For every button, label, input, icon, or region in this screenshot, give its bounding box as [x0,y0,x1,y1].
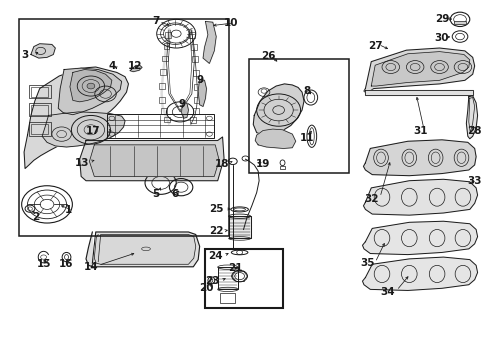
Text: 15: 15 [36,259,51,269]
Polygon shape [70,69,112,102]
Text: 8: 8 [303,86,310,96]
Bar [217,267,238,289]
Polygon shape [58,68,122,115]
Text: 28: 28 [467,126,481,135]
Text: 21: 21 [228,263,243,273]
Polygon shape [80,137,224,181]
Polygon shape [94,234,195,264]
Text: 4: 4 [108,61,115,71]
Polygon shape [181,103,188,118]
Bar [192,108,198,114]
Text: 34: 34 [379,287,394,297]
Bar [191,44,197,50]
Text: 30: 30 [434,33,448,43]
Text: 1: 1 [64,206,71,216]
Text: 33: 33 [467,176,481,186]
Bar [161,108,166,114]
Text: 5: 5 [152,189,159,199]
Polygon shape [198,80,206,107]
Polygon shape [42,112,125,147]
Text: 23: 23 [205,276,220,286]
Bar [189,32,195,38]
Bar [19,19,228,235]
Bar [194,97,200,103]
Bar [164,117,170,122]
Bar [29,85,51,98]
Bar [29,122,51,136]
Text: 9: 9 [178,99,185,109]
Text: 16: 16 [59,259,74,269]
Text: 14: 14 [83,262,98,272]
Bar [159,83,164,89]
Text: 3: 3 [21,50,29,60]
Polygon shape [86,232,199,267]
Polygon shape [363,179,477,215]
Text: 24: 24 [207,251,222,261]
Text: 20: 20 [199,283,213,293]
Bar [29,103,51,116]
Bar [279,166,285,169]
Text: 29: 29 [434,14,448,24]
Bar [194,84,200,90]
Polygon shape [365,90,472,95]
Polygon shape [255,129,295,148]
Text: 12: 12 [127,61,142,71]
Bar [163,43,169,49]
Polygon shape [363,48,474,93]
Bar [220,293,234,303]
Text: 7: 7 [152,17,159,27]
Bar [249,59,348,173]
Polygon shape [466,96,477,139]
Bar [192,57,198,62]
Circle shape [87,83,95,89]
Bar [162,55,167,61]
Polygon shape [370,51,469,86]
Polygon shape [130,65,142,72]
Bar [160,69,166,75]
Text: 10: 10 [223,18,238,28]
Text: 17: 17 [86,126,101,135]
Polygon shape [362,221,477,255]
Polygon shape [89,145,219,176]
Polygon shape [31,44,55,58]
Text: 32: 32 [364,194,378,204]
Bar [31,105,48,115]
Text: 26: 26 [260,51,275,61]
Bar [159,97,164,103]
Bar [204,249,282,309]
Text: 19: 19 [255,159,270,169]
Bar [189,117,195,123]
Text: 9: 9 [196,75,203,85]
Bar [107,114,214,138]
Text: 2: 2 [32,212,40,221]
Text: 13: 13 [75,158,89,168]
Polygon shape [362,257,477,291]
Polygon shape [363,140,475,176]
Bar [165,32,171,38]
Text: 6: 6 [171,189,179,199]
Bar [193,70,199,76]
Text: 25: 25 [209,204,224,215]
Bar [31,125,48,134]
Polygon shape [253,84,304,135]
Text: 27: 27 [367,41,382,50]
Bar [453,21,465,24]
Text: 18: 18 [214,159,228,169]
Polygon shape [228,216,250,238]
Text: 22: 22 [209,226,224,236]
Text: 35: 35 [360,258,374,268]
Bar [31,87,48,97]
Polygon shape [24,67,128,168]
Polygon shape [203,22,216,63]
Text: 31: 31 [413,126,427,135]
Text: 11: 11 [299,133,313,143]
